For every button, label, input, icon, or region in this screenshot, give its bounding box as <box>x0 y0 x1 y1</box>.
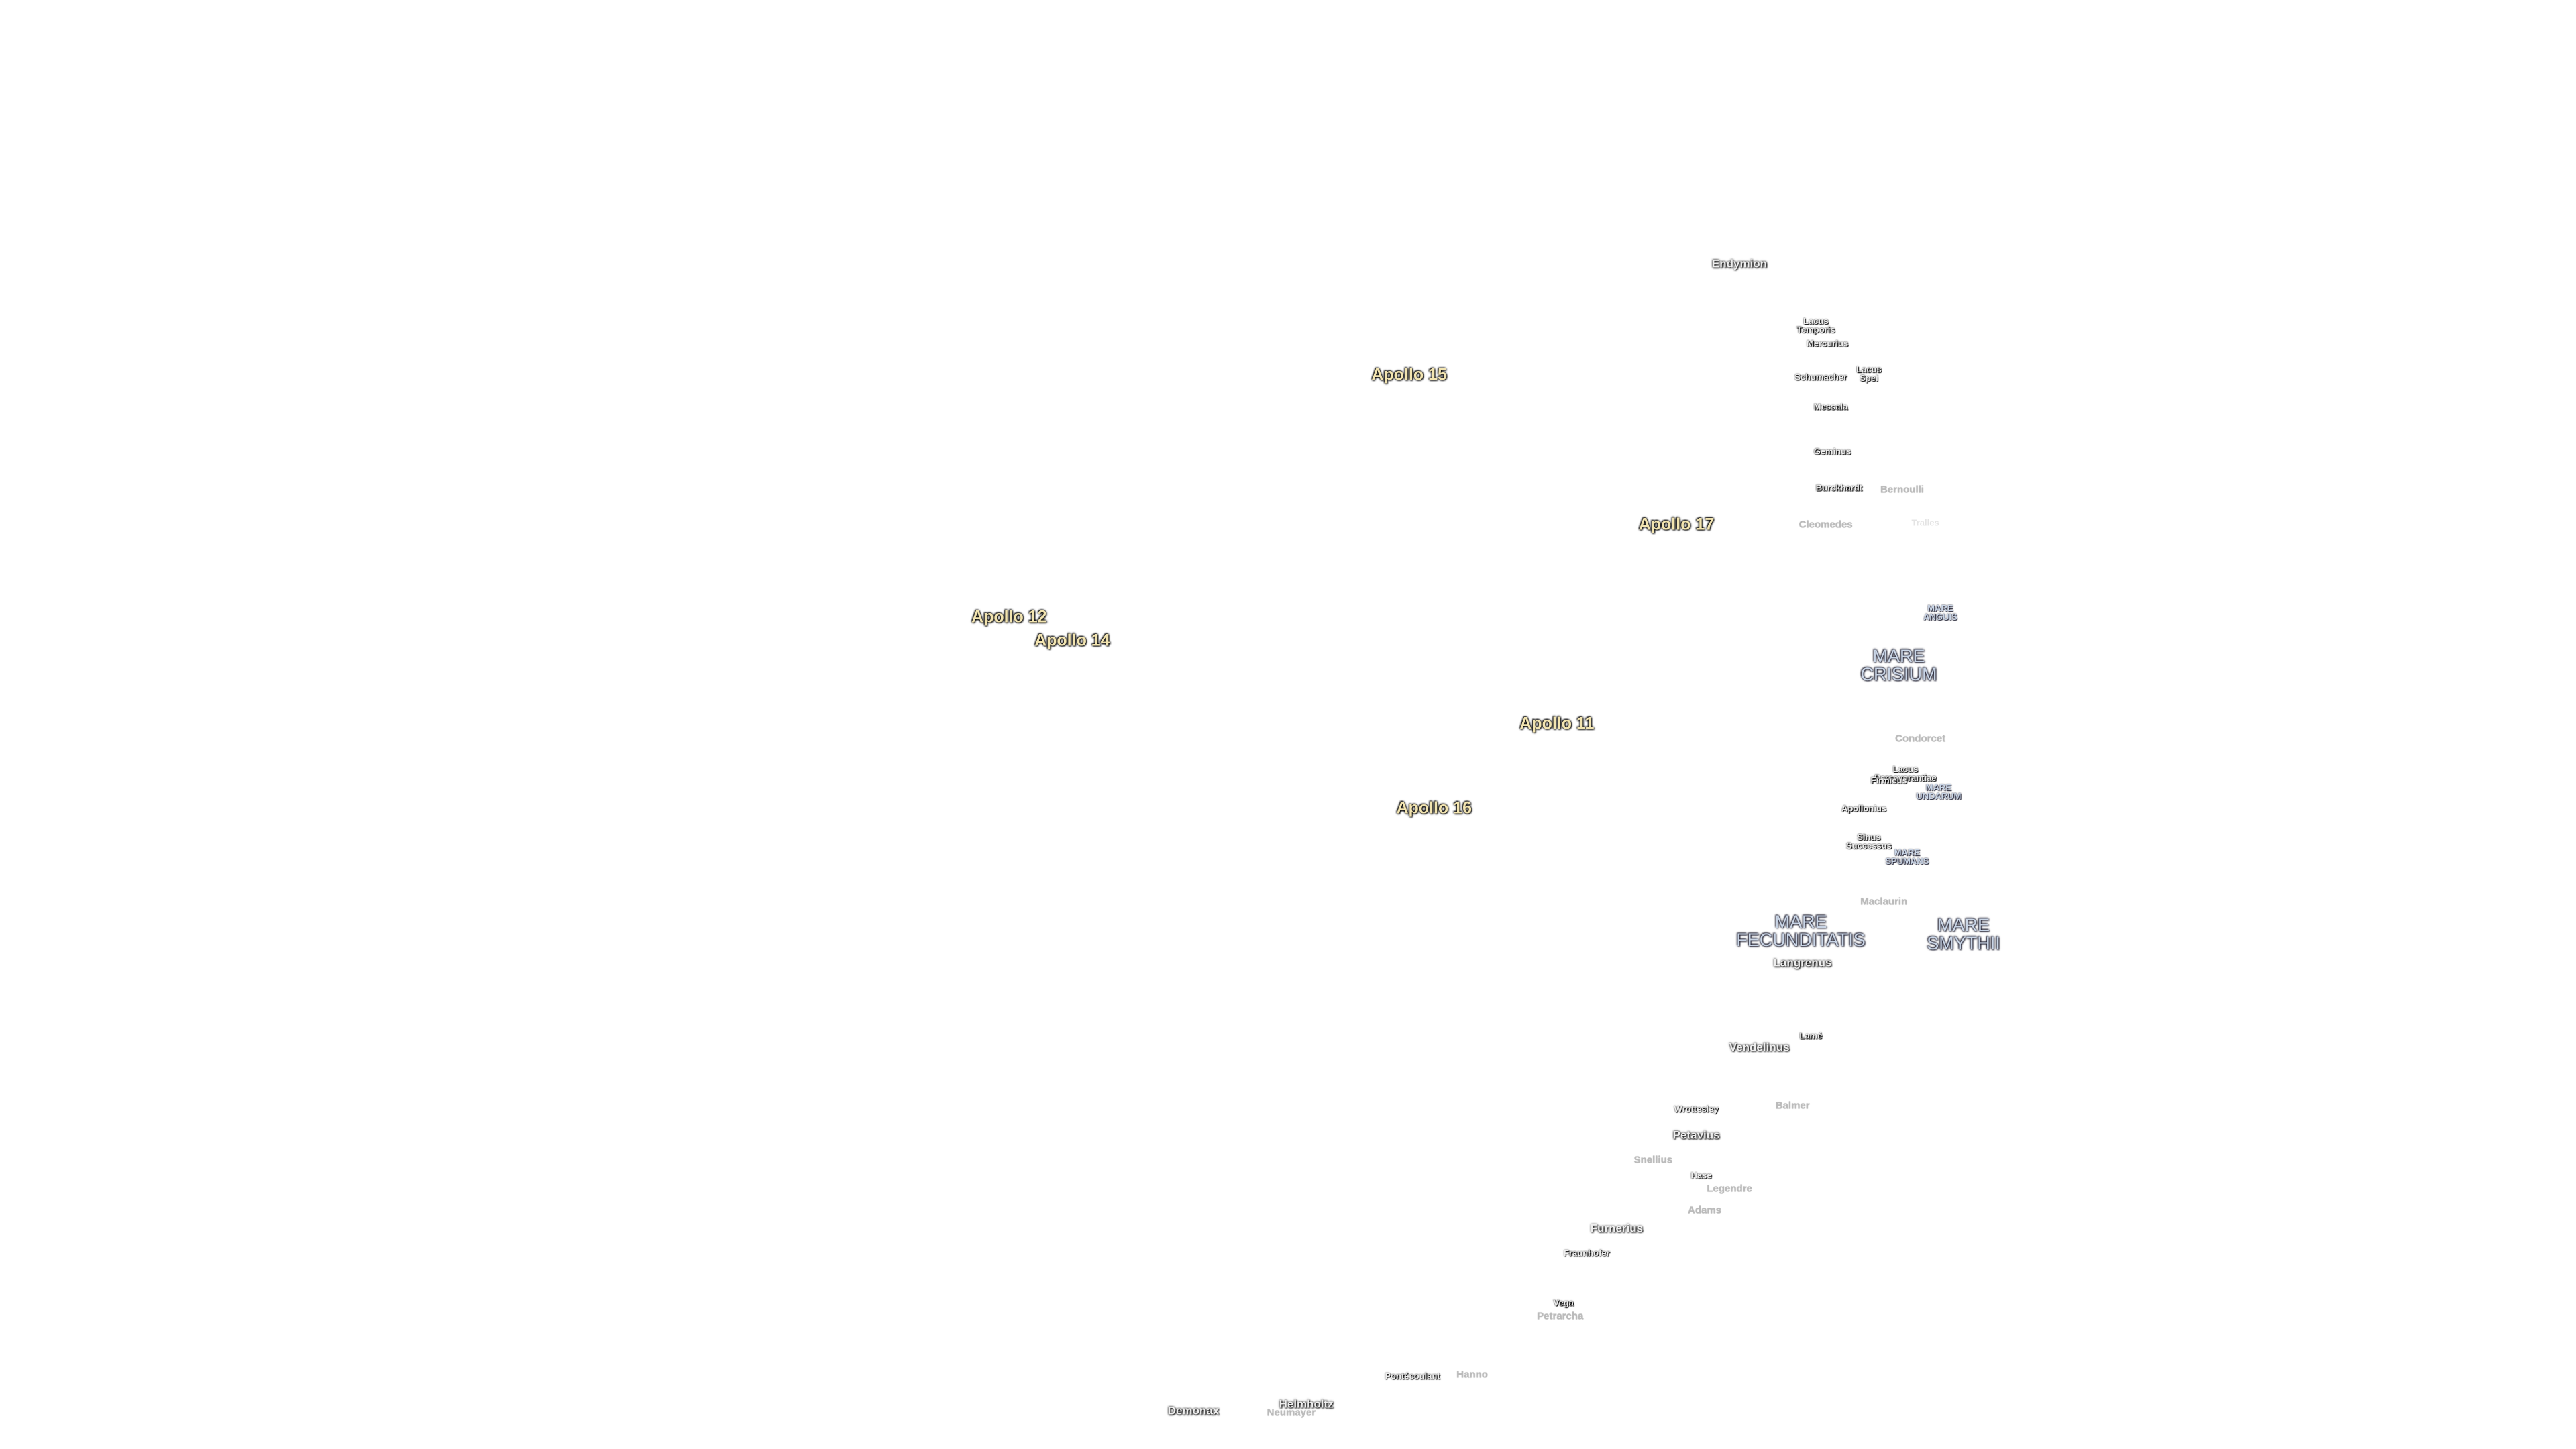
feature-label: Petavius <box>1672 1128 1720 1142</box>
feature-label: Vega <box>1553 1297 1574 1308</box>
feature-label: Demonax <box>1167 1404 1220 1417</box>
feature-label: Fraunhofer <box>1564 1248 1610 1258</box>
feature-label: Burckhardt <box>1815 482 1863 493</box>
feature-label: Endymion <box>1711 257 1768 270</box>
feature-label: Firmicus <box>1870 775 1907 786</box>
feature-label: Apollonius <box>1841 803 1887 814</box>
feature-label: Tralles <box>1911 517 1939 528</box>
feature-label: Mercurius <box>1807 338 1849 349</box>
feature-label: Sinus Successus <box>1846 832 1892 851</box>
feature-label: Geminus <box>1813 446 1851 457</box>
mission-label: Apollo 11 <box>1519 714 1595 733</box>
feature-label: Lacus Spei <box>1856 364 1882 383</box>
feature-label: Lamé <box>1799 1030 1823 1041</box>
feature-label: Wrottesley <box>1674 1104 1719 1114</box>
feature-label: Hanno <box>1456 1368 1488 1381</box>
feature-label: Vendelinus <box>1729 1040 1790 1054</box>
feature-label: Langrenus <box>1773 956 1832 969</box>
feature-label: Snellius <box>1633 1154 1673 1166</box>
feature-label: Cleomedes <box>1799 519 1853 531</box>
feature-label: Balmer <box>1775 1099 1810 1112</box>
feature-label: Hase <box>1690 1170 1712 1181</box>
feature-label: MARE SMYTHII <box>1927 914 2000 953</box>
feature-label: Petrarcha <box>1537 1310 1584 1322</box>
mission-label: Apollo 17 <box>1638 515 1715 534</box>
feature-label: MARE CRISIUM <box>1860 646 1937 685</box>
mission-label: Apollo 15 <box>1371 365 1447 384</box>
feature-label: MARE ANGUIS <box>1923 602 1957 622</box>
feature-label: Pontécoulant <box>1385 1371 1440 1381</box>
feature-label: Messala <box>1813 401 1848 412</box>
feature-label: Adams <box>1688 1204 1722 1216</box>
feature-label: Condorcet <box>1895 733 1946 745</box>
feature-label: Maclaurin <box>1860 896 1908 907</box>
feature-label: MARE FECUNDITATIS <box>1736 912 1866 951</box>
feature-label: Legendre <box>1707 1183 1752 1195</box>
mission-label: Apollo 14 <box>1034 631 1110 650</box>
feature-label: Bernoulli <box>1880 484 1924 496</box>
feature-label: Helmholtz <box>1279 1397 1334 1411</box>
feature-label: Lacus Temporis <box>1796 315 1835 335</box>
feature-label: MARE UNDARUM <box>1916 782 1962 802</box>
feature-label: Furnerius <box>1590 1222 1644 1235</box>
mission-label: Apollo 16 <box>1396 798 1472 818</box>
mission-label: Apollo 12 <box>971 607 1047 627</box>
feature-label: Schumacher <box>1794 372 1847 382</box>
feature-label: Neumayer <box>1267 1407 1316 1419</box>
feature-label: Lacus Perseverantiae <box>1874 763 1937 783</box>
feature-label: MARE SPUMANS <box>1885 847 1929 866</box>
